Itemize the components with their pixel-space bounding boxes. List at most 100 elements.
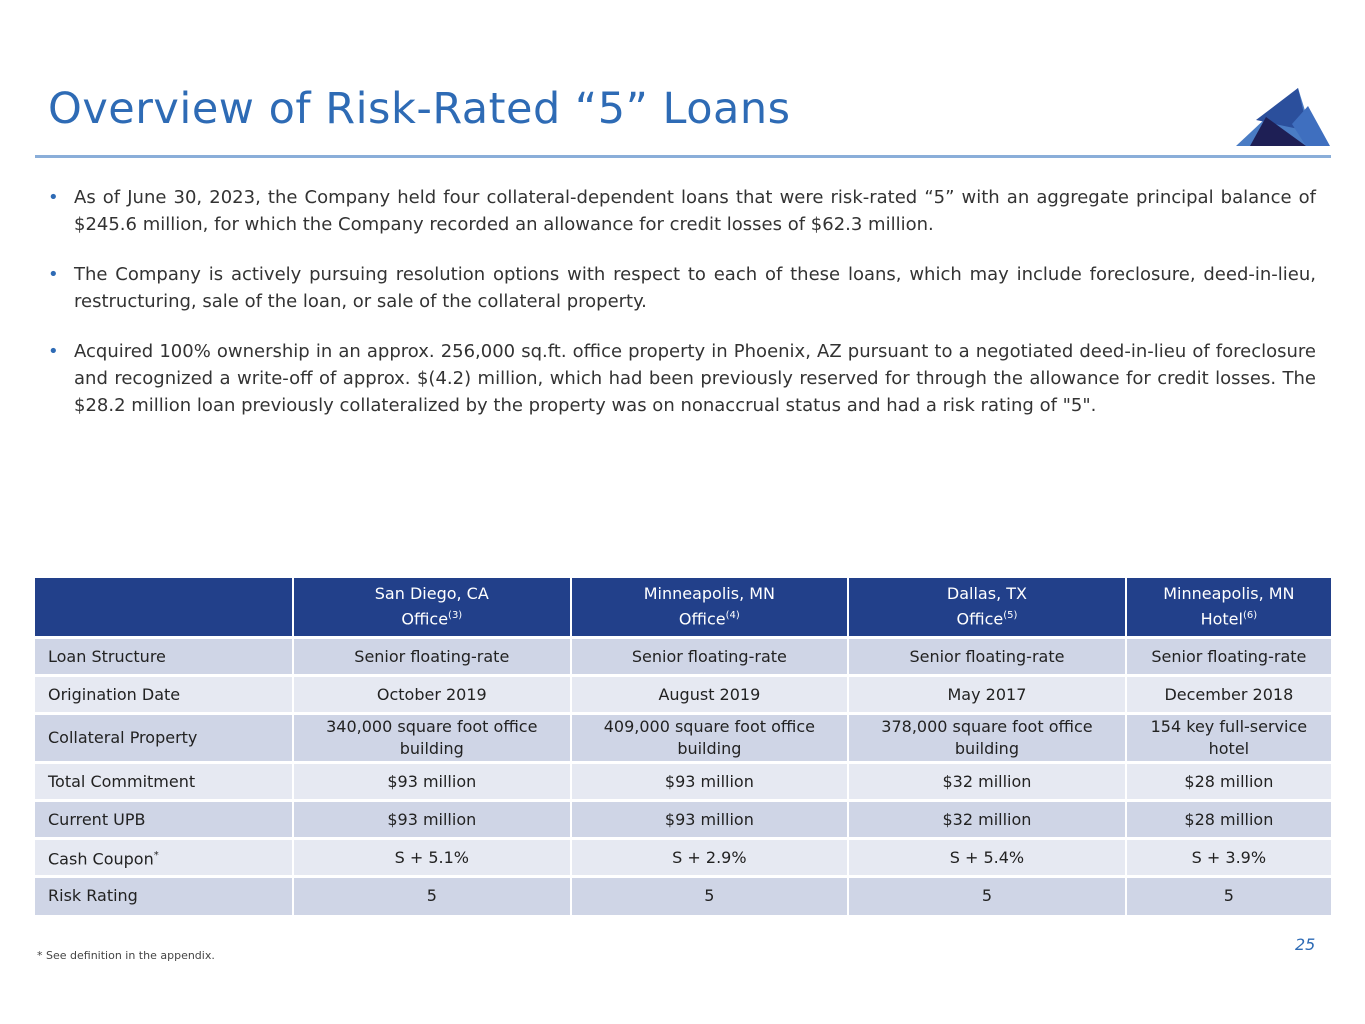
cell-text: May 2017 <box>947 684 1027 704</box>
cell-text: $32 million <box>942 771 1032 791</box>
table-cell: 5 <box>292 875 571 915</box>
cell-text: Senior floating-rate <box>354 646 510 666</box>
table-cell: 378,000 square foot office building <box>847 712 1126 763</box>
cell-text: $93 million <box>387 771 477 791</box>
row-label-text: Origination Date <box>48 684 181 704</box>
bullet-list: • As of June 30, 2023, the Company held f… <box>48 184 1316 442</box>
column-header: Minneapolis, MN Office(4) <box>569 578 849 638</box>
bullet-marker: • <box>48 264 59 285</box>
cell-text: 5 <box>1223 886 1234 906</box>
row-label-text: Current UPB <box>48 809 146 829</box>
cell-text: August 2019 <box>658 684 761 704</box>
table-row: Risk Rating 5 5 5 5 <box>35 875 1331 915</box>
table-cell: 409,000 square foot office building <box>569 712 849 763</box>
bullet-marker: • <box>48 341 59 362</box>
row-note: * <box>153 849 159 861</box>
page-title: Overview of Risk-Rated “5” Loans <box>48 84 791 134</box>
table-cell: $32 million <box>847 761 1126 801</box>
table-cell: 154 key full-service hotel <box>1124 712 1331 763</box>
table-cell: $32 million <box>847 799 1126 839</box>
table-cell: August 2019 <box>569 674 849 714</box>
table-header-row: San Diego, CA Office(3) Minneapolis, MN Off… <box>35 578 1331 638</box>
table-cell: S + 3.9% <box>1124 837 1331 877</box>
table-row: Collateral Property 340,000 square foot o… <box>35 712 1331 763</box>
column-note: (4) <box>725 610 740 622</box>
row-label: Origination Date <box>35 674 293 714</box>
cell-text: Senior floating-rate <box>1151 646 1307 666</box>
table-cell: Senior floating-rate <box>847 636 1126 676</box>
table-cell: October 2019 <box>292 674 571 714</box>
column-type: Office <box>401 609 449 629</box>
table-cell: $93 million <box>569 761 849 801</box>
cell-text: S + 3.9% <box>1191 847 1267 867</box>
bullet-text: The Company is actively pursuing resolut… <box>74 264 1316 312</box>
cell-text: S + 2.9% <box>672 847 747 867</box>
cell-text: S + 5.4% <box>949 847 1025 867</box>
cell-text: S + 5.1% <box>394 847 469 867</box>
column-note: (5) <box>1003 610 1018 622</box>
column-header: Minneapolis, MN Hotel(6) <box>1124 578 1331 638</box>
row-label-text: Collateral Property <box>48 728 198 747</box>
table-row: Loan Structure Senior floating-rate Senior… <box>35 636 1331 676</box>
table-cell: 340,000 square foot office building <box>292 712 571 763</box>
cell-text: Senior floating-rate <box>909 646 1065 666</box>
column-city: San Diego, CA <box>374 584 489 604</box>
table-cell: $28 million <box>1124 761 1331 801</box>
cell-text: $93 million <box>664 771 754 791</box>
table-cell: $93 million <box>292 761 571 801</box>
table-row: Current UPB $93 million $93 million $32 mil… <box>35 799 1331 839</box>
mountain-logo-icon <box>1236 88 1330 146</box>
table-cell: Senior floating-rate <box>569 636 849 676</box>
row-label: Risk Rating <box>35 875 293 915</box>
cell-text: 154 key full-service hotel <box>1150 717 1308 758</box>
row-label: Loan Structure <box>35 636 293 676</box>
cell-text: $28 million <box>1184 771 1274 791</box>
cell-text: 5 <box>704 886 715 906</box>
table-row: Cash Coupon* S + 5.1% S + 2.9% S + 5.4% S + … <box>35 837 1331 877</box>
table-cell: S + 5.4% <box>847 837 1126 877</box>
table-cell: Senior floating-rate <box>292 636 571 676</box>
bullet-text: Acquired 100% ownership in an approx. 25… <box>74 341 1316 416</box>
row-label-text: Risk Rating <box>48 886 138 906</box>
bullet-text: As of June 30, 2023, the Company held fo… <box>74 187 1316 235</box>
column-header: Dallas, TX Office(5) <box>847 578 1126 638</box>
column-city: Dallas, TX <box>946 584 1027 604</box>
cell-text: 409,000 square foot office building <box>603 717 816 758</box>
cell-text: $93 million <box>664 809 754 829</box>
row-label-text: Loan Structure <box>48 646 166 666</box>
bullet-item: • Acquired 100% ownership in an approx. 2… <box>48 338 1316 419</box>
row-label: Cash Coupon* <box>35 837 293 877</box>
table-cell: 5 <box>569 875 849 915</box>
column-city: Minneapolis, MN <box>1163 584 1295 604</box>
table-cell: $93 million <box>292 799 571 839</box>
table-cell: $93 million <box>569 799 849 839</box>
cell-text: Senior floating-rate <box>631 646 787 666</box>
bullet-item: • The Company is actively pursuing resolu… <box>48 261 1316 315</box>
table-cell: $28 million <box>1124 799 1331 839</box>
header-blank <box>35 578 293 638</box>
table-cell: May 2017 <box>847 674 1126 714</box>
bullet-item: • As of June 30, 2023, the Company held f… <box>48 184 1316 238</box>
table-cell: December 2018 <box>1124 674 1331 714</box>
table-cell: Senior floating-rate <box>1124 636 1331 676</box>
column-city: Minneapolis, MN <box>643 584 776 604</box>
title-divider <box>35 155 1331 158</box>
row-label: Total Commitment <box>35 761 293 801</box>
cell-text: 5 <box>426 886 437 906</box>
row-label-text: Cash Coupon <box>48 849 154 869</box>
page-number: 25 <box>1295 935 1316 954</box>
table-cell: S + 5.1% <box>292 837 571 877</box>
column-header: San Diego, CA Office(3) <box>292 578 571 638</box>
row-label-text: Total Commitment <box>48 771 196 791</box>
column-type: Office <box>956 609 1004 629</box>
loans-table: San Diego, CA Office(3) Minneapolis, MN Off… <box>35 578 1331 915</box>
table-cell: 5 <box>1124 875 1331 915</box>
row-label: Current UPB <box>35 799 293 839</box>
table-row: Origination Date October 2019 August 2019 M… <box>35 674 1331 714</box>
cell-text: December 2018 <box>1164 684 1294 704</box>
cell-text: 378,000 square foot office building <box>881 717 1093 758</box>
column-note: (6) <box>1242 610 1258 622</box>
table-cell: 5 <box>847 875 1126 915</box>
cell-text: $93 million <box>387 809 477 829</box>
